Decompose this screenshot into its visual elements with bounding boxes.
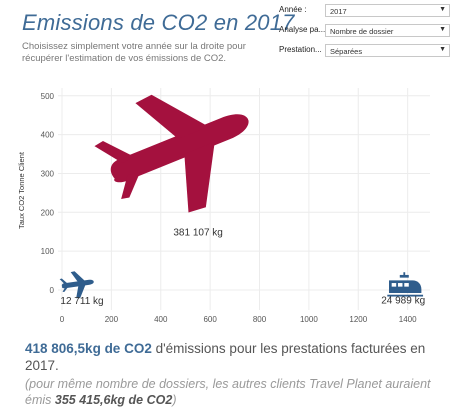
point-label-small-air: 12 711 kg	[60, 296, 103, 307]
x-tick-label: 1200	[349, 315, 367, 324]
chart-ticks: 0 200 400 600 800 1000 1200 1400 0 100 200 300 400 50…	[41, 92, 417, 324]
year-select[interactable]: 2017 ▼	[325, 4, 450, 17]
comparison-prefix: (pour même nombre de dossiers, les autre…	[25, 377, 431, 407]
chevron-down-icon: ▼	[439, 6, 446, 13]
total-emissions: 418 806,5kg de CO2	[25, 341, 152, 356]
comparison-note: (pour même nombre de dossiers, les autre…	[25, 376, 445, 408]
chevron-down-icon: ▼	[439, 46, 446, 53]
point-label-air: 381 107 kg	[173, 228, 223, 239]
y-tick-label: 200	[41, 208, 55, 217]
filter-year: Année : 2017 ▼	[279, 4, 450, 18]
service-select[interactable]: Séparées ▼	[325, 44, 450, 57]
x-tick-label: 800	[253, 315, 267, 324]
y-tick-label: 500	[41, 92, 55, 101]
page-subtitle: Choisissez simplement votre année sur la…	[22, 41, 246, 64]
filter-service: Prestation... Séparées ▼	[279, 44, 450, 58]
year-select-value: 2017	[330, 7, 347, 16]
summary-sentence: d'émissions pour les prestations facturé…	[25, 341, 426, 373]
train-icon	[387, 272, 424, 297]
filter-analysis: Analyse pa... Nombre de dossier ▼	[279, 24, 450, 38]
y-tick-label: 300	[41, 169, 55, 178]
x-tick-label: 1400	[399, 315, 417, 324]
airplane-icon	[84, 80, 273, 238]
service-select-value: Séparées	[330, 47, 363, 56]
x-tick-label: 0	[60, 315, 65, 324]
chevron-down-icon: ▼	[439, 26, 446, 33]
x-tick-label: 200	[105, 315, 119, 324]
comparison-emissions: 355 415,6kg de CO2	[54, 393, 173, 407]
y-axis-label: Taux CO2 Tonne Client	[17, 151, 26, 229]
filter-analysis-label: Analyse pa...	[279, 25, 325, 34]
y-tick-label: 100	[41, 247, 55, 256]
comparison-suffix: )	[172, 393, 177, 407]
page-title: Emissions de CO2 en 2017	[22, 10, 295, 35]
filter-year-label: Année :	[279, 5, 307, 14]
analysis-select-value: Nombre de dossier	[330, 27, 394, 36]
y-tick-label: 400	[41, 131, 55, 140]
chart-marks: 381 107 kg 12 711 kg 24 989 kg	[58, 80, 425, 307]
analysis-select[interactable]: Nombre de dossier ▼	[325, 24, 450, 37]
point-label-train: 24 989 kg	[381, 295, 425, 306]
emissions-chart: 0 200 400 600 800 1000 1200 1400 0 100 200 300 400 50…	[17, 80, 430, 324]
summary-text: 418 806,5kg de CO2 d'émissions pour les …	[25, 340, 435, 374]
x-tick-label: 400	[154, 315, 168, 324]
filter-service-label: Prestation...	[279, 45, 322, 54]
x-tick-label: 1000	[300, 315, 318, 324]
y-tick-label: 0	[50, 286, 55, 295]
x-tick-label: 600	[203, 315, 217, 324]
